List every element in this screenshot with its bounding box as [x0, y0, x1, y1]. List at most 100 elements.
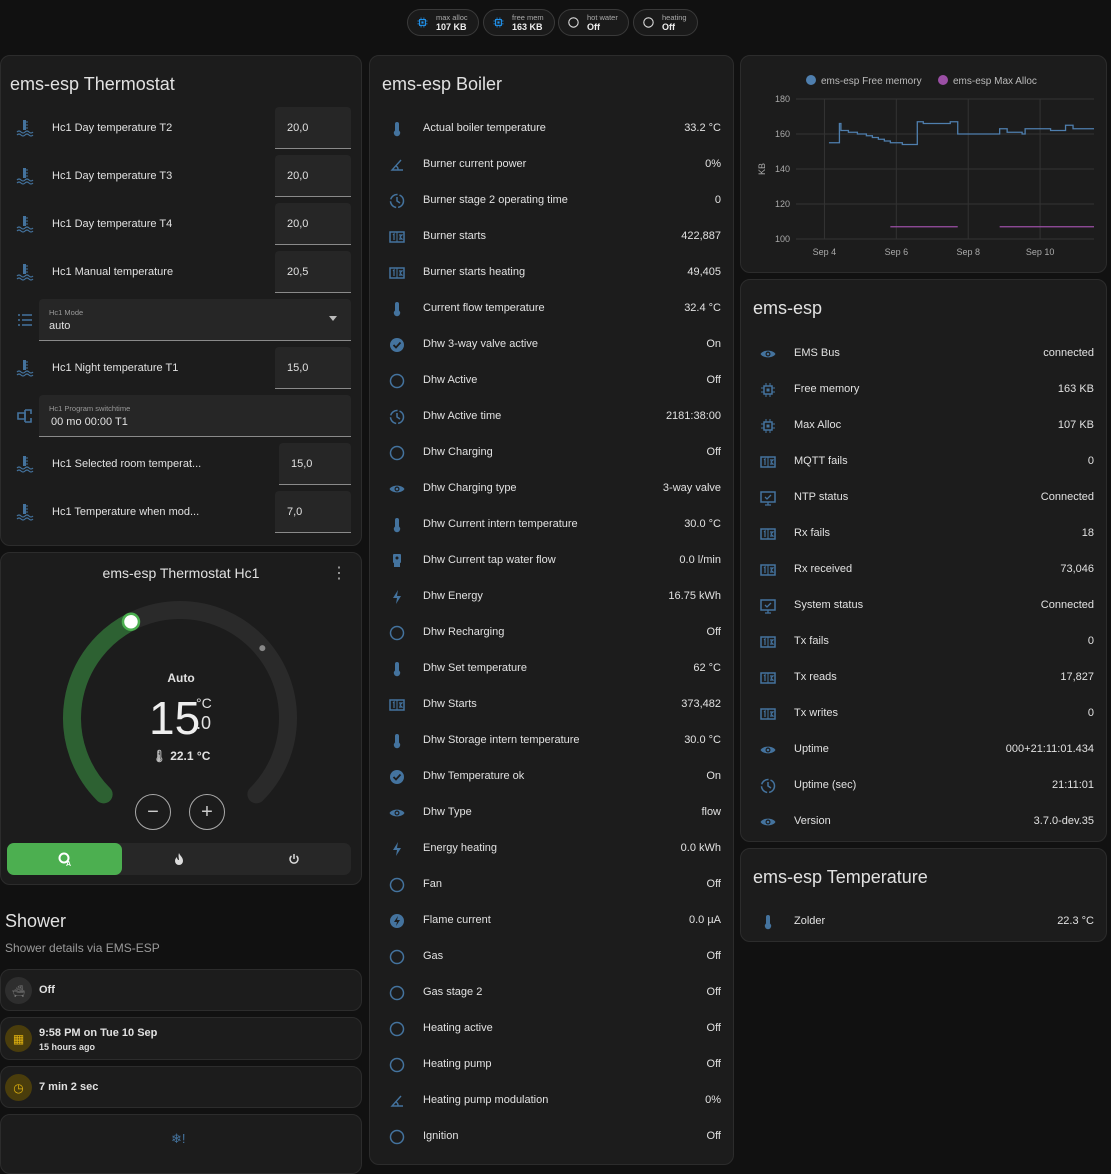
target-integer: 15	[149, 692, 201, 744]
entity-name: Current flow temperature	[423, 302, 545, 314]
entity-row[interactable]: Dhw Active Off	[370, 364, 733, 400]
entity-row[interactable]: Dhw Current tap water flow 0.0 l/min	[370, 544, 733, 580]
eye-icon	[759, 813, 777, 831]
entity-row[interactable]: Burner starts heating 49,405	[370, 256, 733, 292]
number-input[interactable]: 20,0	[275, 107, 351, 149]
mode-off-button[interactable]	[237, 843, 352, 875]
entity-row[interactable]: Gas Off	[370, 940, 733, 976]
number-input[interactable]: 15,0	[279, 443, 351, 485]
entity-row[interactable]: MQTT fails 0	[741, 445, 1106, 481]
entity-name: Gas stage 2	[423, 986, 483, 998]
text-input[interactable]: Hc1 Program switchtime 00 mo 00:00 T1	[39, 395, 351, 437]
more-options-icon[interactable]: ⋮	[331, 565, 347, 582]
entity-row[interactable]: Zolder 22.3 °C	[741, 905, 1106, 941]
temperature-dial[interactable]	[1, 593, 363, 853]
chip-icon	[416, 16, 428, 28]
current-temperature: 🌡︎ 22.1 °C	[1, 749, 361, 763]
badge-text: max alloc 107 KB	[436, 13, 468, 32]
entity-row[interactable]: Tx fails 0	[741, 625, 1106, 661]
entity-state: Off	[706, 986, 721, 998]
entity-row[interactable]: Energy heating 0.0 kWh	[370, 832, 733, 868]
badge-hot-water[interactable]: hot water Off	[558, 9, 629, 36]
entity-row[interactable]: Actual boiler temperature 33.2 °C	[370, 112, 733, 148]
thermostat-auto-icon: A	[58, 852, 71, 866]
entity-state: 3-way valve	[662, 482, 721, 494]
number-input[interactable]: 15,0	[275, 347, 351, 389]
y-tick-label: 120	[775, 199, 790, 209]
x-tick-label: Sep 8	[956, 247, 980, 257]
entity-row[interactable]: Dhw Starts 373,482	[370, 688, 733, 724]
svg-text:A: A	[66, 861, 71, 866]
thermometer-icon	[388, 516, 406, 534]
entity-row[interactable]: Flame current 0.0 µA	[370, 904, 733, 940]
badge-value: Off	[587, 21, 600, 32]
entity-state: On	[706, 770, 721, 782]
entity-row[interactable]: Dhw Storage intern temperature 30.0 °C	[370, 724, 733, 760]
entity-state: 2181:38:00	[665, 410, 721, 422]
entity-row[interactable]: Free memory 163 KB	[741, 373, 1106, 409]
entity-name: NTP status	[794, 491, 849, 503]
entity-name: Tx writes	[794, 707, 838, 719]
target-handle[interactable]	[121, 612, 141, 632]
entity-row[interactable]: Tx reads 17,827	[741, 661, 1106, 697]
entity-row[interactable]: Burner current power 0%	[370, 148, 733, 184]
entity-row[interactable]: NTP status Connected	[741, 481, 1106, 517]
entity-row[interactable]: Rx fails 18	[741, 517, 1106, 553]
shower-item[interactable]: ▦ 9:58 PM on Tue 10 Sep 15 hours ago	[0, 1017, 362, 1060]
number-input[interactable]: 20,5	[275, 251, 351, 293]
entity-row[interactable]: Dhw Energy 16.75 kWh	[370, 580, 733, 616]
number-input[interactable]: 20,0	[275, 203, 351, 245]
entity-row[interactable]: Fan Off	[370, 868, 733, 904]
entity-row[interactable]: Dhw Active time 2181:38:00	[370, 400, 733, 436]
dial-active-arc	[63, 612, 140, 804]
legend-label: ems-esp Max Alloc	[953, 76, 1037, 87]
mode-heat-button[interactable]	[122, 843, 237, 875]
entity-row[interactable]: Dhw Current intern temperature 30.0 °C	[370, 508, 733, 544]
mode-auto-button[interactable]: A	[7, 843, 122, 875]
entity-row[interactable]: Dhw Charging type 3-way valve	[370, 472, 733, 508]
entity-row[interactable]: Ignition Off	[370, 1120, 733, 1156]
target-unit: °C	[196, 695, 212, 711]
entity-row[interactable]: Version 3.7.0-dev.35	[741, 805, 1106, 841]
badge-free-mem[interactable]: free mem 163 KB	[483, 9, 555, 36]
entity-row[interactable]: Tx writes 0	[741, 697, 1106, 733]
increase-button[interactable]: +	[189, 794, 225, 830]
entity-row[interactable]: Heating pump modulation 0%	[370, 1084, 733, 1120]
entity-row[interactable]: Uptime 000+21:11:01.434	[741, 733, 1106, 769]
monitor-check-icon	[759, 597, 777, 615]
entity-row[interactable]: Heating active Off	[370, 1012, 733, 1048]
entity-row[interactable]: Dhw Recharging Off	[370, 616, 733, 652]
entity-row[interactable]: Dhw Charging Off	[370, 436, 733, 472]
entity-row[interactable]: Dhw Type flow	[370, 796, 733, 832]
badge-max-alloc[interactable]: max alloc 107 KB	[407, 9, 479, 36]
entity-row[interactable]: Dhw 3-way valve active On	[370, 328, 733, 364]
entity-row[interactable]: Burner starts 422,887	[370, 220, 733, 256]
badge-text: heating Off	[662, 13, 687, 32]
thermostat-row: Hc1 Mode auto	[1, 299, 363, 341]
shower-item[interactable]: 🛁︎ Off	[0, 969, 362, 1011]
entity-row[interactable]: EMS Bus connected	[741, 337, 1106, 373]
entity-row[interactable]: Burner stage 2 operating time 0	[370, 184, 733, 220]
entity-row[interactable]: Heating pump Off	[370, 1048, 733, 1084]
decrease-button[interactable]: −	[135, 794, 171, 830]
entity-row[interactable]: System status Connected	[741, 589, 1106, 625]
entity-row[interactable]: Dhw Temperature ok On	[370, 760, 733, 796]
entity-name: Burner stage 2 operating time	[423, 194, 568, 206]
mode-select[interactable]: Hc1 Mode auto	[39, 299, 351, 341]
x-tick-label: Sep 4	[813, 247, 837, 257]
number-input[interactable]: 7,0	[275, 491, 351, 533]
entity-row[interactable]: Rx received 73,046	[741, 553, 1106, 589]
number-input[interactable]: 20,0	[275, 155, 351, 197]
entity-row[interactable]: Dhw Set temperature 62 °C	[370, 652, 733, 688]
entity-row[interactable]: Gas stage 2 Off	[370, 976, 733, 1012]
power-icon	[289, 854, 299, 864]
entity-row[interactable]: Max Alloc 107 KB	[741, 409, 1106, 445]
entity-row[interactable]: Uptime (sec) 21:11:01	[741, 769, 1106, 805]
shower-item[interactable]: ◷ 7 min 2 sec	[0, 1066, 362, 1108]
entity-state: On	[706, 338, 721, 350]
entity-row[interactable]: Current flow temperature 32.4 °C	[370, 292, 733, 328]
entity-state: connected	[1043, 347, 1094, 359]
shower-bottom-card[interactable]: ❄!	[0, 1114, 362, 1174]
badge-heating[interactable]: heating Off	[633, 9, 698, 36]
entity-state: Off	[706, 1130, 721, 1142]
